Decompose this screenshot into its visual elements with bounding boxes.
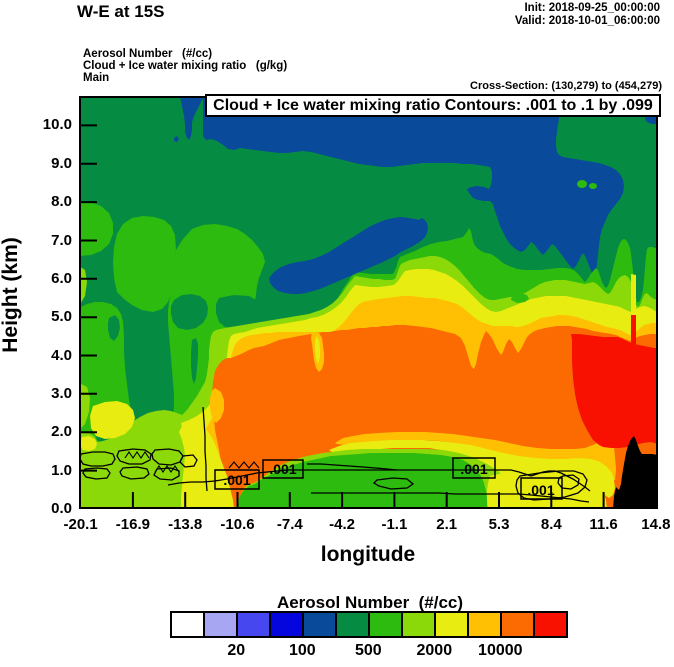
svg-text:.001: .001 bbox=[269, 461, 296, 477]
svg-text:.001: .001 bbox=[527, 482, 554, 498]
svg-text:.001: .001 bbox=[223, 472, 250, 488]
svg-text:.001: .001 bbox=[460, 461, 487, 477]
